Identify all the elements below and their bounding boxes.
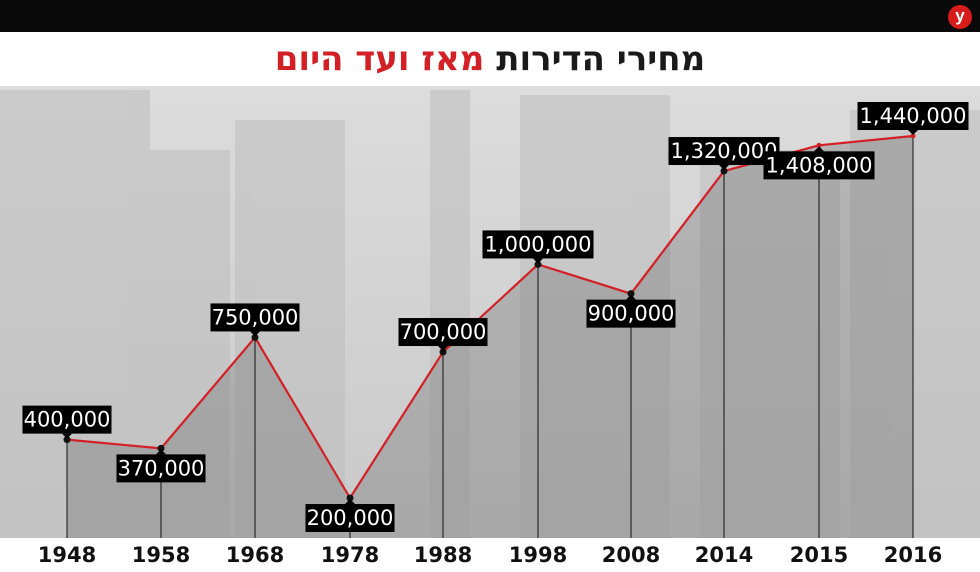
data-label-text-2014: 1,320,000 bbox=[671, 139, 778, 163]
data-point-2015 bbox=[816, 142, 822, 148]
data-label-1968: 750,000 bbox=[210, 303, 300, 337]
data-label-1978: 200,000 bbox=[305, 499, 395, 532]
x-tick-label-2008: 2008 bbox=[602, 543, 660, 567]
data-label-box-1988 bbox=[398, 318, 488, 347]
area-polygon bbox=[67, 136, 913, 538]
data-point-1978 bbox=[346, 494, 354, 502]
data-label-box-1958 bbox=[116, 454, 206, 483]
data-label-pointer-2016 bbox=[908, 130, 918, 135]
data-label-text-1988: 700,000 bbox=[400, 320, 487, 344]
data-label-text-1958: 370,000 bbox=[118, 456, 205, 480]
data-label-box-2015 bbox=[763, 151, 875, 180]
data-points bbox=[63, 133, 916, 502]
data-label-box-2008 bbox=[586, 299, 676, 328]
data-label-text-2008: 900,000 bbox=[588, 302, 675, 326]
data-point-2016 bbox=[910, 133, 916, 139]
data-label-1998: 1,000,000 bbox=[482, 230, 594, 264]
data-label-text-1978: 200,000 bbox=[307, 506, 394, 530]
data-point-2008 bbox=[627, 290, 635, 298]
data-label-box-1968 bbox=[210, 303, 300, 332]
x-tick-label-1968: 1968 bbox=[226, 543, 284, 567]
x-axis-labels: 1948 1958 1968 1978 1988 1998 2008 2014 2015 2016 bbox=[38, 543, 942, 567]
chart-title: מחירי הדירות מאז ועד היום bbox=[0, 32, 980, 86]
data-label-box-1948 bbox=[22, 405, 112, 434]
data-label-1958: 370,000 bbox=[116, 449, 206, 483]
data-label-pointer-2015 bbox=[814, 146, 824, 152]
data-label-2014: 1,320,000 bbox=[668, 137, 780, 171]
data-label-box-2014 bbox=[668, 137, 780, 166]
data-point-1998 bbox=[534, 260, 542, 268]
area-fill bbox=[67, 136, 913, 538]
ynet-logo: y bbox=[948, 5, 972, 29]
x-tick-label-1978: 1978 bbox=[321, 543, 379, 567]
x-tick-label-1988: 1988 bbox=[414, 543, 472, 567]
data-label-pointer-1948 bbox=[62, 433, 72, 439]
data-label-pointer-1968 bbox=[250, 331, 260, 337]
top-bar: y bbox=[0, 0, 980, 32]
data-point-1968 bbox=[251, 333, 259, 341]
data-point-1948 bbox=[63, 436, 71, 444]
data-label-2008: 900,000 bbox=[586, 294, 676, 328]
data-label-2015: 1,408,000 bbox=[763, 146, 875, 180]
data-label-pointer-1998 bbox=[533, 258, 543, 264]
data-label-1988: 700,000 bbox=[398, 318, 488, 352]
data-label-text-1948: 400,000 bbox=[24, 408, 111, 432]
data-label-box-1978 bbox=[305, 504, 395, 532]
data-label-pointer-1988 bbox=[438, 346, 448, 352]
data-label-pointer-2014 bbox=[719, 165, 729, 171]
data-point-2014 bbox=[720, 167, 728, 175]
data-label-text-1998: 1,000,000 bbox=[485, 232, 592, 256]
data-label-pointer-1958 bbox=[156, 449, 166, 455]
data-labels: 400,000 370,000 750,000 200,000 700,000 1,000… bbox=[22, 102, 969, 532]
data-point-1988 bbox=[439, 348, 447, 356]
x-tick-label-2015: 2015 bbox=[790, 543, 848, 567]
data-label-1948: 400,000 bbox=[22, 405, 112, 439]
data-label-2016: 1,440,000 bbox=[857, 102, 969, 135]
x-tick-label-1958: 1958 bbox=[132, 543, 190, 567]
x-tick-label-2014: 2014 bbox=[695, 543, 753, 567]
data-label-box-2016 bbox=[857, 102, 969, 130]
data-label-box-1998 bbox=[482, 230, 594, 259]
x-tick-label-2016: 2016 bbox=[884, 543, 942, 567]
data-label-pointer-1978 bbox=[345, 499, 355, 504]
title-part-2: מאז ועד היום bbox=[274, 39, 485, 79]
x-tick-label-1998: 1998 bbox=[509, 543, 567, 567]
data-label-text-2016: 1,440,000 bbox=[860, 104, 967, 128]
data-point-1958 bbox=[157, 444, 165, 452]
title-part-1: מחירי הדירות bbox=[496, 39, 706, 79]
data-label-text-1968: 750,000 bbox=[212, 305, 299, 329]
x-tick-label-1948: 1948 bbox=[38, 543, 96, 567]
data-label-text-2015: 1,408,000 bbox=[766, 153, 873, 177]
data-label-pointer-2008 bbox=[626, 294, 636, 300]
